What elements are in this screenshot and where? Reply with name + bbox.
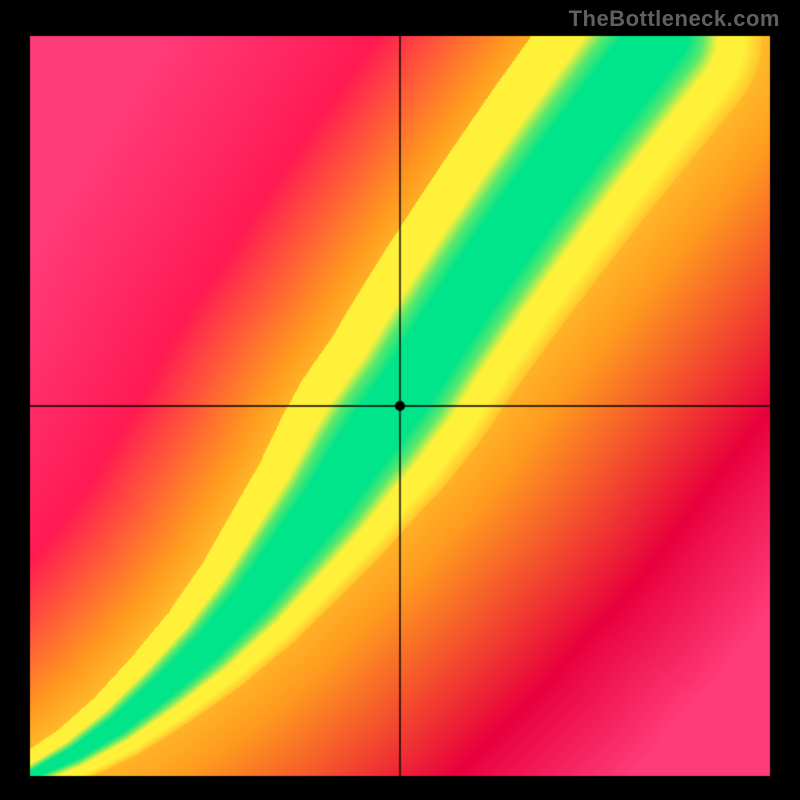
bottleneck-heatmap xyxy=(0,0,800,800)
attribution-label: TheBottleneck.com xyxy=(569,6,780,32)
chart-container: TheBottleneck.com xyxy=(0,0,800,800)
